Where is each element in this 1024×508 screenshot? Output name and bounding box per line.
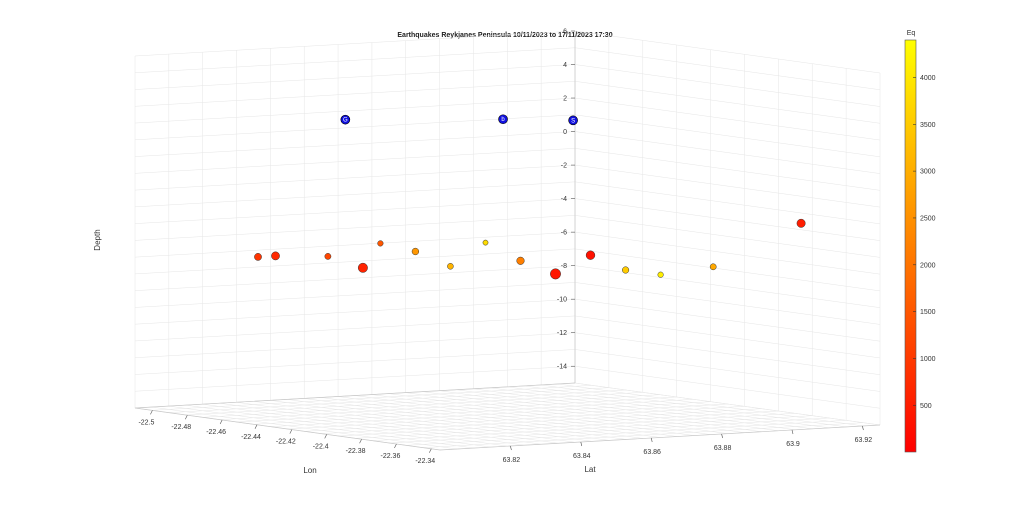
y-tick-label: 63.82 <box>503 457 521 464</box>
earthquake-point <box>585 250 596 260</box>
location-marker <box>340 114 351 125</box>
x-tick-label: -22.36 <box>380 453 400 460</box>
colorbar-tick-label: 2000 <box>920 262 936 269</box>
earthquake-point <box>271 251 280 261</box>
z-tick-label: -2 <box>561 163 567 170</box>
y-tick-label: 63.92 <box>855 437 873 444</box>
z-axis-label: Depth <box>93 229 102 250</box>
y-tick <box>721 433 723 439</box>
colorbar: Eq 4000 3500 3000 2500 2000 1500 1000 500 <box>904 30 936 453</box>
z-tick-label: 6 <box>563 29 567 36</box>
earthquake-point <box>796 218 806 228</box>
z-tick-label: 2 <box>563 96 567 103</box>
earthquake-point <box>254 253 262 261</box>
earthquake-point <box>447 263 454 270</box>
axes-grid <box>134 30 881 451</box>
y-tick <box>580 441 583 447</box>
z-tick-label: -4 <box>561 196 567 203</box>
earthquake-point <box>411 247 420 256</box>
z-tick-label: 0 <box>563 129 567 136</box>
earthquake-point <box>516 256 525 265</box>
x-tick-label: -22.34 <box>415 458 435 465</box>
location-marker-label: G <box>343 118 348 124</box>
z-tick-label: -6 <box>561 230 567 237</box>
x-axis-label: Lon <box>303 466 316 475</box>
location-marker <box>568 115 578 126</box>
z-tick-label: 4 <box>563 62 567 69</box>
x-tick <box>359 439 362 444</box>
colorbar-tick-label: 1000 <box>920 356 936 363</box>
earthquake-point <box>482 239 489 246</box>
x-tick-label: -22.38 <box>346 448 366 455</box>
colorbar-tick-label: 500 <box>920 403 932 410</box>
y-tick <box>510 445 512 451</box>
y-tick <box>862 425 864 431</box>
x-tick-label: -22.46 <box>206 429 226 436</box>
x-tick <box>394 443 397 449</box>
colorbar-tick-label: 1500 <box>920 309 936 316</box>
x-tick-label: -22.5 <box>138 419 154 426</box>
y-tick <box>650 437 653 443</box>
x-tick <box>219 419 223 425</box>
location-marker-label: b <box>501 117 505 123</box>
x-tick <box>254 424 258 429</box>
x-tick-label: -22.48 <box>171 424 191 431</box>
colorbar-tick-label: 4000 <box>920 75 936 82</box>
x-tick <box>150 410 153 415</box>
earthquake-point <box>357 262 368 273</box>
earthquake-point <box>377 240 384 247</box>
colorbar-tick-label: 3000 <box>920 169 936 176</box>
y-tick-label: 63.9 <box>786 441 800 448</box>
y-tick <box>791 429 794 435</box>
x-tick <box>324 434 327 439</box>
x-tick <box>185 415 188 420</box>
colorbar-tick-label: 2500 <box>920 215 936 222</box>
y-tick-label: 63.86 <box>643 449 661 456</box>
x-tick-label: -22.4 <box>313 443 329 450</box>
earthquake-point <box>622 266 630 274</box>
x-tick-label: -22.44 <box>241 434 261 441</box>
y-tick-label: 63.88 <box>714 445 732 452</box>
z-tick-label: -12 <box>557 330 567 337</box>
y-axis-label: Lat <box>584 465 596 474</box>
z-tick-label: -10 <box>557 297 567 304</box>
scatter-points <box>254 218 806 280</box>
x-tick <box>289 429 293 434</box>
earthquake-point <box>324 253 332 260</box>
earthquake-point <box>709 263 717 271</box>
location-marker <box>498 114 508 125</box>
chart-title: Earthquakes Reykjanes Peninsula 10/11/20… <box>397 32 612 39</box>
axis-ticks: 6 4 2 0 -2 -4 -6 -8 -10 -12 -14 -22.5 -22.48 -22.46 -2… <box>138 29 872 465</box>
z-tick-label: -8 <box>561 263 567 270</box>
x-tick-label: -22.42 <box>276 439 296 446</box>
y-tick-label: 63.84 <box>573 453 591 460</box>
earthquake-point <box>657 271 664 278</box>
colorbar-tick-label: 3500 <box>920 122 936 129</box>
colorbar-gradient <box>904 39 917 453</box>
colorbar-label: Eq <box>907 30 916 37</box>
location-marker-label: S <box>571 118 575 124</box>
earthquake-point <box>550 268 561 280</box>
z-tick-label: -14 <box>557 364 567 371</box>
x-tick <box>429 448 432 453</box>
